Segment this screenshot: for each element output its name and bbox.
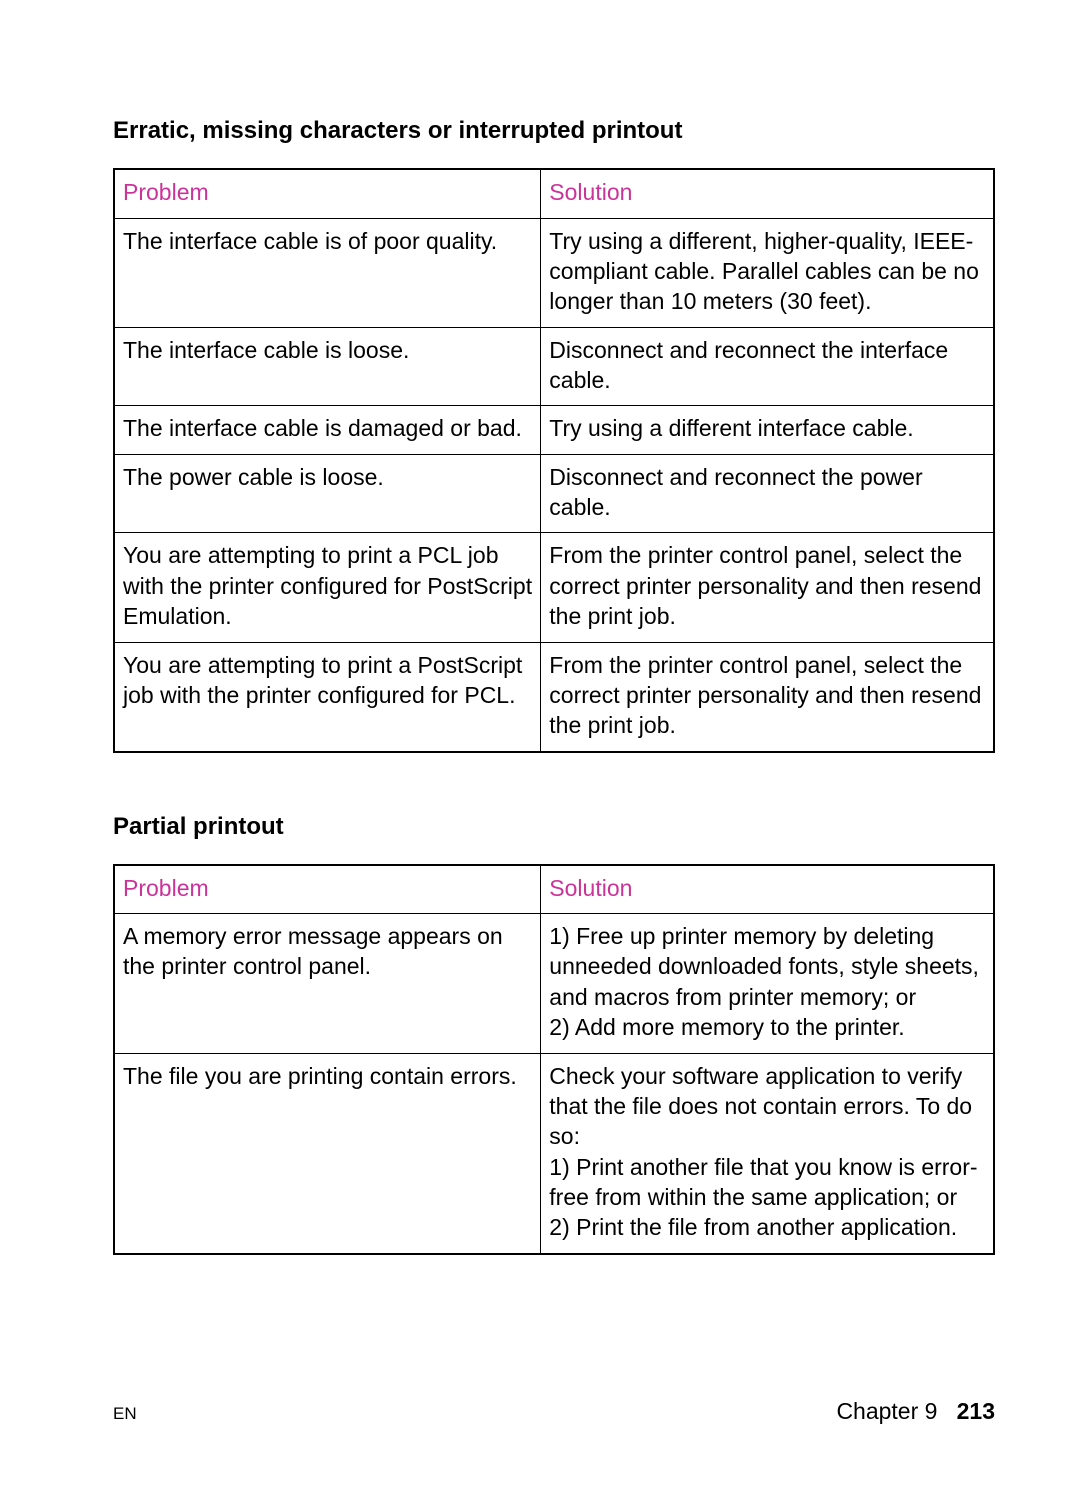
- problem-cell: The interface cable is damaged or bad.: [114, 406, 541, 454]
- solution-cell: Try using a different, higher-quality, I…: [541, 218, 994, 327]
- solution-cell: From the printer control panel, select t…: [541, 642, 994, 752]
- solution-cell: Disconnect and reconnect the power cable…: [541, 454, 994, 533]
- footer-page-number: 213: [957, 1398, 995, 1424]
- section-partial: Partial printout Problem Solution A memo…: [113, 811, 995, 1255]
- table-row: The interface cable is loose. Disconnect…: [114, 327, 994, 406]
- column-header-problem: Problem: [114, 865, 541, 914]
- footer-chapter-label: Chapter 9: [836, 1398, 937, 1424]
- column-header-solution: Solution: [541, 865, 994, 914]
- table-erratic: Problem Solution The interface cable is …: [113, 168, 995, 752]
- problem-cell: A memory error message appears on the pr…: [114, 914, 541, 1053]
- table-row: The interface cable is damaged or bad. T…: [114, 406, 994, 454]
- table-partial: Problem Solution A memory error message …: [113, 864, 995, 1255]
- page-body: Erratic, missing characters or interrupt…: [0, 0, 1080, 1255]
- problem-cell: You are attempting to print a PCL job wi…: [114, 533, 541, 642]
- table-header-row: Problem Solution: [114, 169, 994, 218]
- table-row: The interface cable is of poor quality. …: [114, 218, 994, 327]
- problem-cell: The interface cable is loose.: [114, 327, 541, 406]
- table-row: A memory error message appears on the pr…: [114, 914, 994, 1053]
- problem-cell: The file you are printing contain errors…: [114, 1053, 541, 1254]
- table-row: You are attempting to print a PCL job wi…: [114, 533, 994, 642]
- problem-cell: The interface cable is of poor quality.: [114, 218, 541, 327]
- solution-cell: From the printer control panel, select t…: [541, 533, 994, 642]
- column-header-solution: Solution: [541, 169, 994, 218]
- column-header-problem: Problem: [114, 169, 541, 218]
- table-row: You are attempting to print a PostScript…: [114, 642, 994, 752]
- table-row: The power cable is loose. Disconnect and…: [114, 454, 994, 533]
- solution-cell: 1) Free up printer memory by deleting un…: [541, 914, 994, 1053]
- footer-right: Chapter 9 213: [836, 1398, 995, 1425]
- section-title: Erratic, missing characters or interrupt…: [113, 115, 995, 146]
- table-row: The file you are printing contain errors…: [114, 1053, 994, 1254]
- table-header-row: Problem Solution: [114, 865, 994, 914]
- problem-cell: You are attempting to print a PostScript…: [114, 642, 541, 752]
- page-footer: EN Chapter 9 213: [113, 1398, 995, 1425]
- problem-cell: The power cable is loose.: [114, 454, 541, 533]
- section-title: Partial printout: [113, 811, 995, 842]
- solution-cell: Check your software application to verif…: [541, 1053, 994, 1254]
- solution-cell: Disconnect and reconnect the interface c…: [541, 327, 994, 406]
- footer-left: EN: [113, 1404, 137, 1424]
- section-erratic: Erratic, missing characters or interrupt…: [113, 115, 995, 753]
- solution-cell: Try using a different interface cable.: [541, 406, 994, 454]
